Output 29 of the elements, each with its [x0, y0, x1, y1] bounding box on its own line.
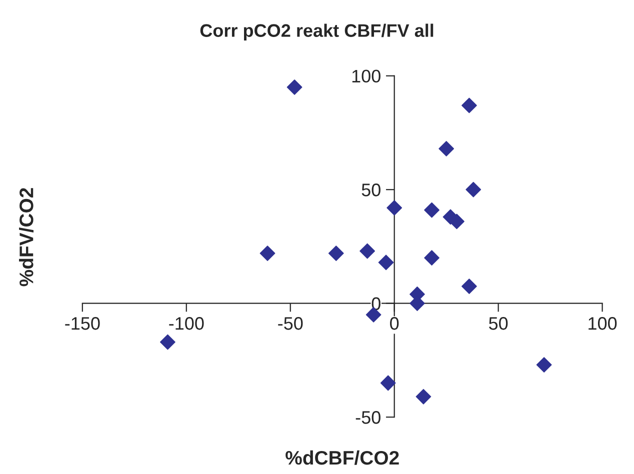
point [466, 182, 482, 198]
y-tick-label: 100 [352, 70, 380, 83]
x-tick-label: -100 [169, 317, 204, 330]
point [462, 278, 477, 294]
y-axis-title: %dFV/CO2 [19, 188, 34, 286]
chart-title: Corr pCO2 reakt CBF/FV all [200, 24, 434, 41]
x-tick-label: 0 [390, 317, 399, 330]
point [424, 250, 440, 266]
point [438, 140, 454, 156]
point [416, 388, 432, 404]
x-axis-title: %dCBF/CO2 [286, 450, 399, 465]
point [360, 243, 376, 259]
y-tick-label: -50 [356, 411, 380, 424]
point [328, 246, 344, 262]
point [260, 246, 276, 262]
point [449, 214, 464, 230]
point [378, 254, 394, 270]
point [386, 200, 402, 216]
point [536, 357, 552, 372]
point [462, 98, 477, 114]
point [160, 334, 176, 350]
point [380, 375, 396, 391]
x-tick-label: -150 [65, 317, 100, 330]
point [286, 80, 302, 95]
x-tick-label: -50 [278, 317, 303, 330]
x-tick-label: 50 [489, 317, 508, 330]
x-tick-label: 100 [588, 317, 617, 330]
y-tick-label: 50 [362, 184, 380, 196]
point [424, 202, 440, 218]
